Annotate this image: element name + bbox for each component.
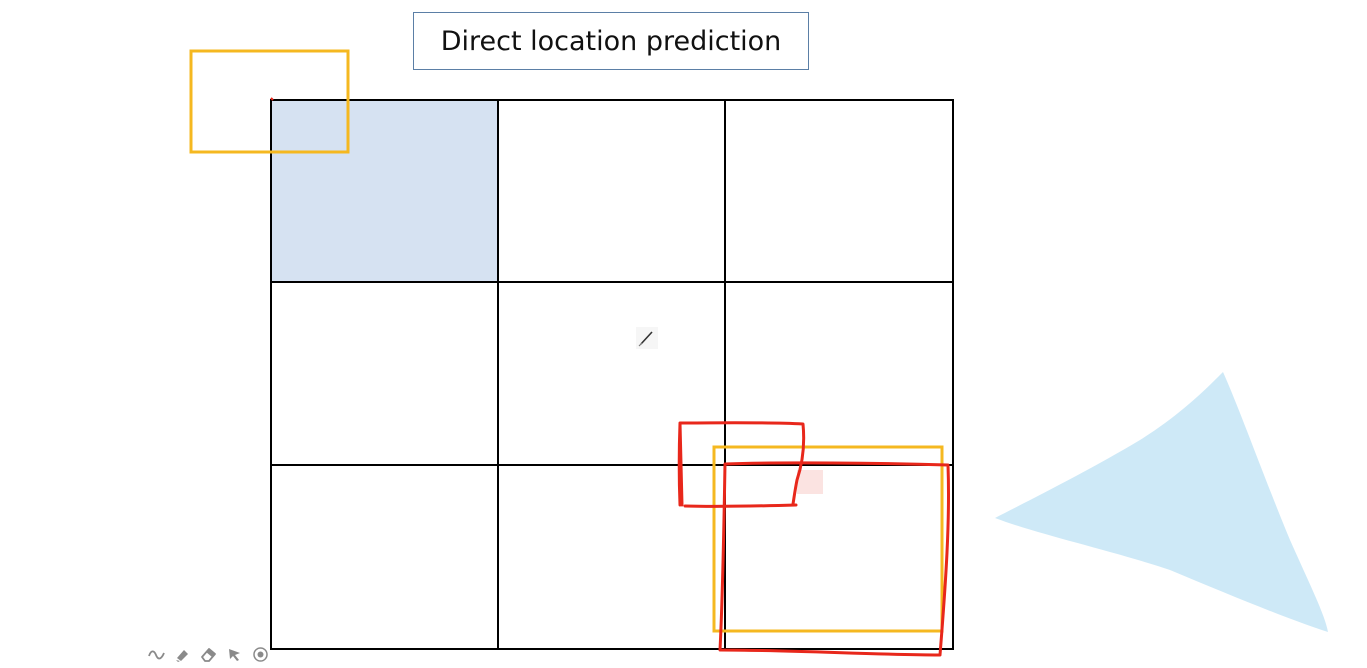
pointer-arrow-icon[interactable] <box>226 646 243 663</box>
grid-3x3 <box>270 99 954 650</box>
eraser-icon[interactable] <box>200 646 217 663</box>
laser-pointer-icon[interactable] <box>252 646 269 663</box>
presenter-toolbar <box>148 646 269 663</box>
grid-cell-highlighted <box>271 100 498 282</box>
highlighter-icon[interactable] <box>174 646 191 663</box>
pen-cursor-icon <box>636 327 658 349</box>
ink-pen-icon[interactable] <box>148 646 165 663</box>
decorative-triangle <box>995 372 1328 632</box>
slide-title: Direct location prediction <box>413 12 809 70</box>
